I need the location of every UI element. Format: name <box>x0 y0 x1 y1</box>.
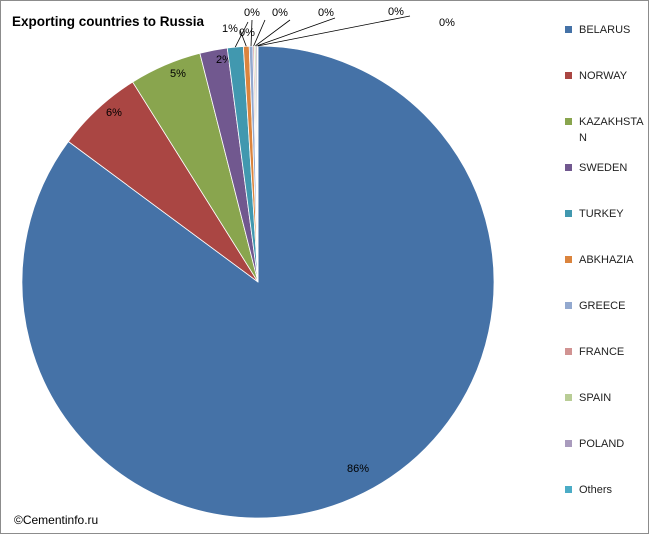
legend-label: SWEDEN <box>579 162 628 174</box>
legend-swatch <box>565 256 572 263</box>
leader-line-france <box>253 19 266 47</box>
leader-line-others <box>257 15 411 47</box>
legend-swatch <box>565 118 572 125</box>
legend-label: BELARUS <box>579 24 631 36</box>
data-label-france: 0% <box>272 7 288 19</box>
legend-swatch <box>565 440 572 447</box>
legend-swatch <box>565 348 572 355</box>
legend-label: GREECE <box>579 300 626 312</box>
data-label-others: 0% <box>439 17 455 29</box>
legend-label: KAZAKHSTAN <box>579 116 644 144</box>
legend-label: POLAND <box>579 438 625 450</box>
data-label-kazakhstan: 5% <box>170 68 186 80</box>
legend-swatch <box>565 210 572 217</box>
chart-title: Exporting countries to Russia <box>12 14 205 29</box>
legend-swatch <box>565 26 572 33</box>
legend-label: TURKEY <box>579 208 624 220</box>
data-label-spain: 0% <box>318 7 334 19</box>
legend-swatch <box>565 486 572 493</box>
legend-label: FRANCE <box>579 346 625 358</box>
leader-line-greece <box>250 19 253 47</box>
leader-line-abkhazia <box>239 29 247 47</box>
legend-swatch <box>565 164 572 171</box>
data-label-norway: 6% <box>106 107 122 119</box>
copyright-text: ©Cementinfo.ru <box>14 513 99 527</box>
legend-swatch <box>565 394 572 401</box>
legend-label: ABKHAZIA <box>579 254 634 266</box>
data-label-belarus: 86% <box>347 463 369 475</box>
legend-label: Others <box>579 484 613 496</box>
data-label-greece: 0% <box>244 7 260 19</box>
data-label-poland: 0% <box>388 6 404 18</box>
legend-label: SPAIN <box>579 392 612 404</box>
legend-label: NORWAY <box>579 70 628 82</box>
data-label-abkhazia: 0% <box>239 27 255 39</box>
legend-swatch <box>565 302 572 309</box>
leader-line-poland <box>256 17 336 47</box>
leader-line-spain <box>254 19 291 47</box>
legend-swatch <box>565 72 572 79</box>
data-label-turkey: 1% <box>222 23 238 35</box>
